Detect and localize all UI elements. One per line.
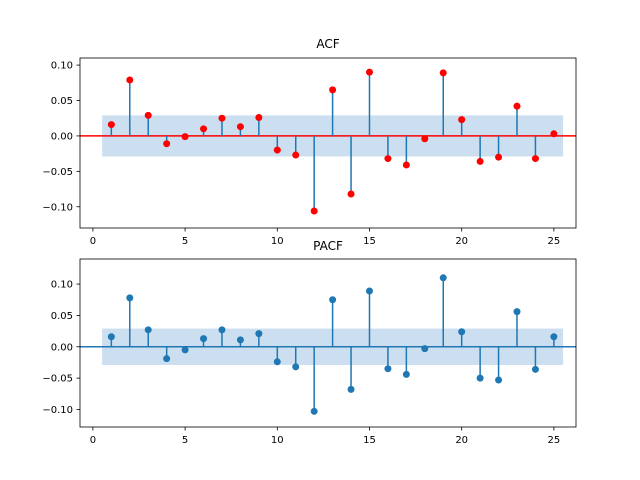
acf-marker-lag-10: [273, 146, 281, 154]
pacf-marker-lag-9: [255, 330, 263, 338]
pacf-marker-lag-20: [458, 328, 466, 336]
pacf-marker-lag-14: [347, 385, 355, 393]
acf-xtick-label: 5: [182, 236, 188, 247]
acf-marker-lag-7: [218, 114, 226, 122]
acf-marker-lag-1: [107, 121, 115, 129]
pacf-marker-lag-17: [402, 370, 410, 378]
acf-marker-lag-14: [347, 190, 355, 198]
acf-ytick-label: −0.05: [42, 167, 73, 178]
pacf-xtick-label: 10: [271, 435, 284, 446]
acf-marker-lag-13: [329, 86, 337, 94]
acf-ytick-label: −0.10: [42, 202, 73, 213]
acf-marker-lag-11: [292, 151, 300, 159]
pacf-xtick-label: 0: [90, 435, 96, 446]
pacf-ytick-label: −0.10: [42, 405, 73, 416]
acf-marker-lag-21: [476, 157, 484, 165]
pacf-ytick-label: 0.05: [51, 311, 73, 322]
pacf-marker-lag-18: [421, 345, 429, 353]
pacf-title: PACF: [313, 239, 343, 253]
acf-xtick-label: 25: [548, 236, 561, 247]
acf-xtick-label: 15: [363, 236, 376, 247]
acf-marker-lag-24: [531, 155, 539, 163]
acf-marker-lag-4: [163, 140, 171, 148]
pacf-marker-lag-2: [126, 294, 134, 302]
acf-marker-lag-12: [310, 207, 318, 215]
pacf-marker-lag-12: [310, 407, 318, 415]
pacf-marker-lag-23: [513, 308, 521, 316]
pacf-xtick-label: 15: [363, 435, 376, 446]
acf-marker-lag-15: [365, 68, 373, 76]
pacf-marker-lag-7: [218, 326, 226, 334]
pacf-marker-lag-3: [144, 326, 152, 334]
acf-ytick-label: 0.05: [51, 96, 73, 107]
pacf-marker-lag-10: [273, 358, 281, 366]
pacf-ytick-label: 0.10: [51, 280, 73, 291]
acf-marker-lag-20: [458, 116, 466, 124]
acf-ytick-label: 0.00: [51, 131, 73, 142]
acf-marker-lag-5: [181, 133, 189, 141]
pacf-marker-lag-6: [200, 335, 208, 343]
pacf-axes-frame: [79, 258, 577, 428]
acf-marker-lag-2: [126, 76, 134, 84]
acf-marker-lag-3: [144, 111, 152, 119]
pacf-marker-lag-5: [181, 346, 189, 354]
pacf-marker-lag-4: [163, 355, 171, 363]
pacf-marker-lag-16: [384, 365, 392, 373]
acf-xtick-label: 0: [90, 236, 96, 247]
acf-marker-lag-19: [439, 69, 447, 77]
pacf-marker-lag-19: [439, 274, 447, 282]
acf-marker-lag-6: [200, 125, 208, 133]
acf-marker-lag-8: [236, 123, 244, 131]
acf-marker-lag-18: [421, 135, 429, 143]
pacf-marker-lag-24: [531, 365, 539, 373]
acf-marker-lag-17: [402, 161, 410, 169]
pacf-xtick-label: 5: [182, 435, 188, 446]
acf-axes-frame: [79, 57, 577, 229]
pacf-marker-lag-8: [236, 336, 244, 344]
pacf-xtick-label: 20: [455, 435, 468, 446]
pacf-marker-lag-22: [495, 376, 503, 384]
pacf-marker-lag-11: [292, 363, 300, 371]
pacf-ytick-label: −0.05: [42, 374, 73, 385]
acf-marker-lag-25: [550, 130, 558, 138]
pacf-xtick-label: 25: [548, 435, 561, 446]
acf-marker-lag-23: [513, 102, 521, 110]
acf-marker-lag-9: [255, 114, 263, 121]
pacf-marker-lag-21: [476, 374, 484, 382]
acf-marker-lag-22: [495, 153, 503, 161]
pacf-ytick-label: 0.00: [51, 342, 73, 353]
acf-panel: 0 5 10 15 20 25 0.10 0.05 0.00 −0.05 −0.10 ACF: [42, 37, 577, 247]
pacf-panel: 0 5 10 15 20 25 0.10 0.05 0.00 −0.05 −0.10 PACF: [42, 239, 577, 446]
pacf-marker-lag-1: [107, 333, 115, 341]
acf-title: ACF: [316, 37, 339, 51]
pacf-marker-lag-15: [365, 287, 373, 295]
acf-xtick-label: 10: [271, 236, 284, 247]
acf-xtick-label: 20: [455, 236, 468, 247]
pacf-marker-lag-13: [329, 296, 337, 304]
acf-ytick-label: 0.10: [51, 61, 73, 72]
acf-marker-lag-16: [384, 155, 392, 163]
pacf-marker-lag-25: [550, 333, 558, 341]
